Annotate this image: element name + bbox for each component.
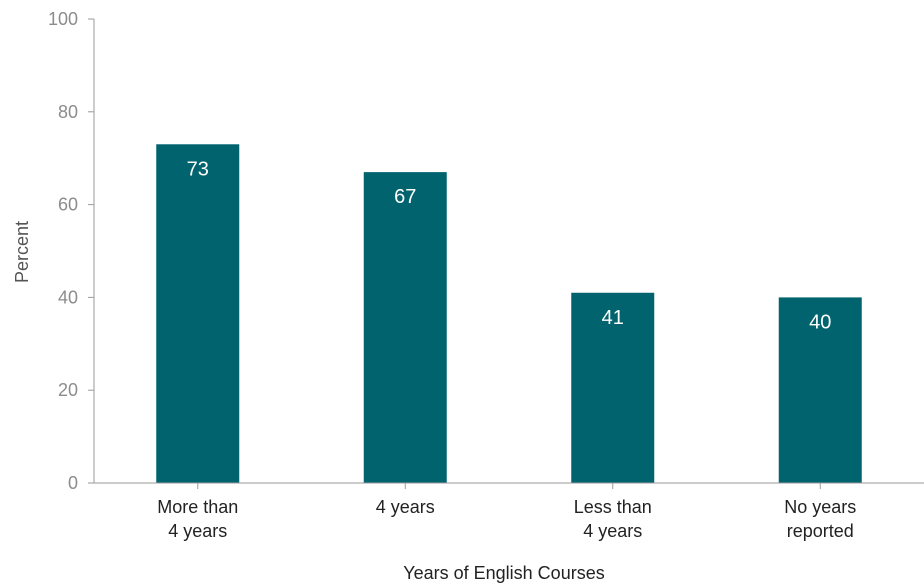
bar-value-label: 40 [809, 311, 831, 333]
y-tick-label: 20 [58, 380, 78, 400]
y-axis: 0 20 40 60 80 100 [48, 9, 95, 493]
y-tick-label: 100 [48, 9, 78, 29]
x-category-label: reported [787, 521, 854, 541]
bar [571, 292, 655, 483]
y-tick-label: 0 [68, 473, 78, 493]
x-axis-title: Years of English Courses [403, 563, 604, 583]
bar-value-label: 67 [394, 186, 416, 208]
bars: 73 67 41 40 [156, 144, 862, 483]
y-tick-label: 80 [58, 102, 78, 122]
y-axis-title: Percent [12, 221, 32, 283]
bar-value-label: 73 [187, 158, 209, 180]
y-tick-label: 40 [58, 287, 78, 307]
x-category-label: More than [157, 497, 238, 517]
bar [156, 144, 240, 483]
bar [778, 297, 862, 483]
x-category-label: 4 years [583, 521, 642, 541]
x-category-label: 4 years [376, 497, 435, 517]
y-tick-label: 60 [58, 195, 78, 215]
bar-value-label: 41 [602, 307, 624, 329]
x-category-label: Less than [574, 497, 652, 517]
x-category-label: 4 years [168, 521, 227, 541]
x-category-label: No years [784, 497, 856, 517]
bar [363, 172, 447, 483]
x-axis: More than 4 years 4 years Less than 4 years N… [94, 482, 924, 541]
